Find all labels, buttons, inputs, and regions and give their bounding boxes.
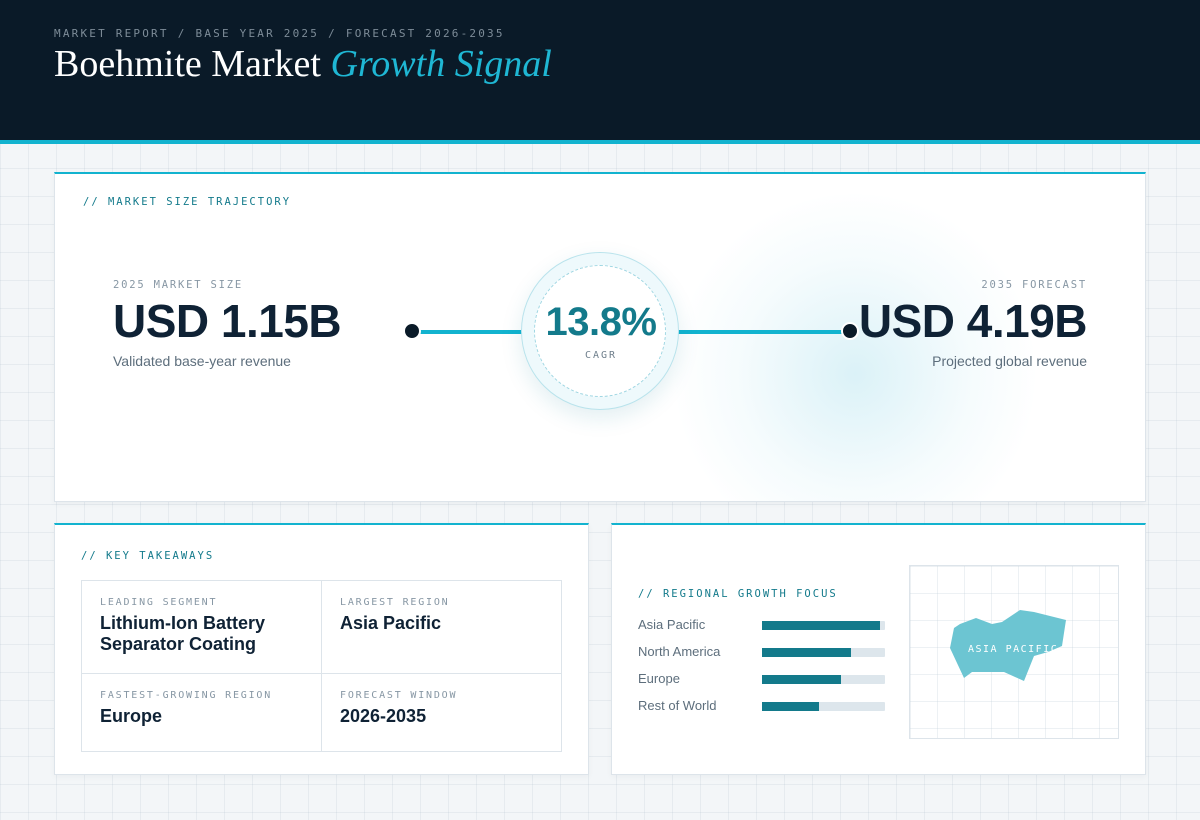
background-glow bbox=[675, 194, 1035, 501]
cagr-badge: 13.8% CAGR bbox=[521, 252, 679, 410]
region-bar-row: Asia Pacific bbox=[638, 615, 888, 635]
page-title: Boehmite Market Growth Signal bbox=[54, 42, 552, 86]
region-bar bbox=[762, 648, 851, 657]
takeaway-label: LARGEST REGION bbox=[340, 597, 450, 608]
takeaways-grid: LEADING SEGMENT Lithium-Ion Battery Sepa… bbox=[81, 580, 562, 752]
page-title-main: Boehmite Market bbox=[54, 43, 321, 85]
takeaway-fastest-growing-region: FASTEST-GROWING REGION Europe bbox=[82, 674, 322, 751]
region-bar-track bbox=[762, 702, 885, 711]
report-header: MARKET REPORT / BASE YEAR 2025 / FORECAST 20… bbox=[0, 0, 1200, 144]
breadcrumb-item-base-year: BASE YEAR 2025 bbox=[195, 27, 320, 40]
takeaway-value: Europe bbox=[100, 706, 163, 726]
market-size-trajectory-card: // MARKET SIZE TRAJECTORY 2025 MARKET SI… bbox=[54, 172, 1146, 502]
takeaway-label: LEADING SEGMENT bbox=[100, 597, 218, 608]
region-bar-row: Europe bbox=[638, 669, 888, 689]
regional-section-label: // REGIONAL GROWTH FOCUS bbox=[638, 588, 838, 600]
start-eyebrow: 2025 MARKET SIZE bbox=[113, 279, 243, 291]
end-caption: Projected global revenue bbox=[932, 353, 1087, 369]
takeaway-value: Asia Pacific bbox=[340, 613, 442, 633]
region-bar-track bbox=[762, 621, 885, 630]
region-bar bbox=[762, 702, 819, 711]
takeaway-value: 2026-2035 bbox=[340, 706, 427, 726]
takeaway-label: FORECAST WINDOW bbox=[340, 690, 458, 701]
end-eyebrow: 2035 FORECAST bbox=[981, 279, 1087, 291]
region-bar-label: Rest of World bbox=[638, 698, 717, 713]
takeaway-label: FASTEST-GROWING REGION bbox=[100, 690, 273, 701]
map-region-label: ASIA PACIFIC bbox=[968, 644, 1059, 655]
start-caption: Validated base-year revenue bbox=[113, 353, 291, 369]
asia-pacific-map-icon bbox=[950, 610, 1066, 681]
start-market-size-value: USD 1.15B bbox=[113, 295, 342, 347]
trajectory-start-dot bbox=[403, 322, 421, 340]
region-map: ASIA PACIFIC bbox=[909, 565, 1119, 739]
takeaway-largest-region: LARGEST REGION Asia Pacific bbox=[322, 581, 562, 674]
cagr-label: CAGR bbox=[584, 350, 618, 361]
takeaway-value: Lithium-Ion Battery Separator Coating bbox=[100, 613, 265, 654]
takeaway-leading-segment: LEADING SEGMENT Lithium-Ion Battery Sepa… bbox=[82, 581, 322, 674]
key-takeaways-card: // KEY TAKEAWAYS LEADING SEGMENT Lithium… bbox=[54, 523, 589, 775]
breadcrumb-item-report: MARKET REPORT bbox=[54, 27, 169, 40]
breadcrumb: MARKET REPORT / BASE YEAR 2025 / FORECAST 20… bbox=[54, 27, 505, 40]
breadcrumb-separator: / bbox=[328, 27, 337, 40]
regional-growth-card: // REGIONAL GROWTH FOCUS Asia Pacific Nor… bbox=[611, 523, 1146, 775]
region-bar-track bbox=[762, 675, 885, 684]
region-bar-track bbox=[762, 648, 885, 657]
breadcrumb-item-forecast: FORECAST 2026-2035 bbox=[345, 27, 505, 40]
region-bar bbox=[762, 675, 841, 684]
trajectory-section-label: // MARKET SIZE TRAJECTORY bbox=[83, 196, 292, 208]
region-bar-row: Rest of World bbox=[638, 696, 888, 716]
page-title-accent: Growth Signal bbox=[330, 43, 552, 85]
region-bar bbox=[762, 621, 881, 630]
cagr-value: 13.8% bbox=[545, 300, 657, 344]
region-bar-label: Asia Pacific bbox=[638, 617, 706, 632]
takeaway-forecast-window: FORECAST WINDOW 2026-2035 bbox=[322, 674, 562, 751]
region-bar-row: North America bbox=[638, 642, 888, 662]
cagr-badge-inner: 13.8% CAGR bbox=[534, 265, 666, 397]
end-forecast-value: USD 4.19B bbox=[858, 295, 1088, 347]
breadcrumb-separator: / bbox=[177, 27, 187, 40]
region-bar-label: North America bbox=[638, 644, 721, 659]
region-bar-label: Europe bbox=[638, 671, 680, 686]
trajectory-end-dot bbox=[841, 322, 859, 340]
takeaways-section-label: // KEY TAKEAWAYS bbox=[81, 550, 215, 562]
